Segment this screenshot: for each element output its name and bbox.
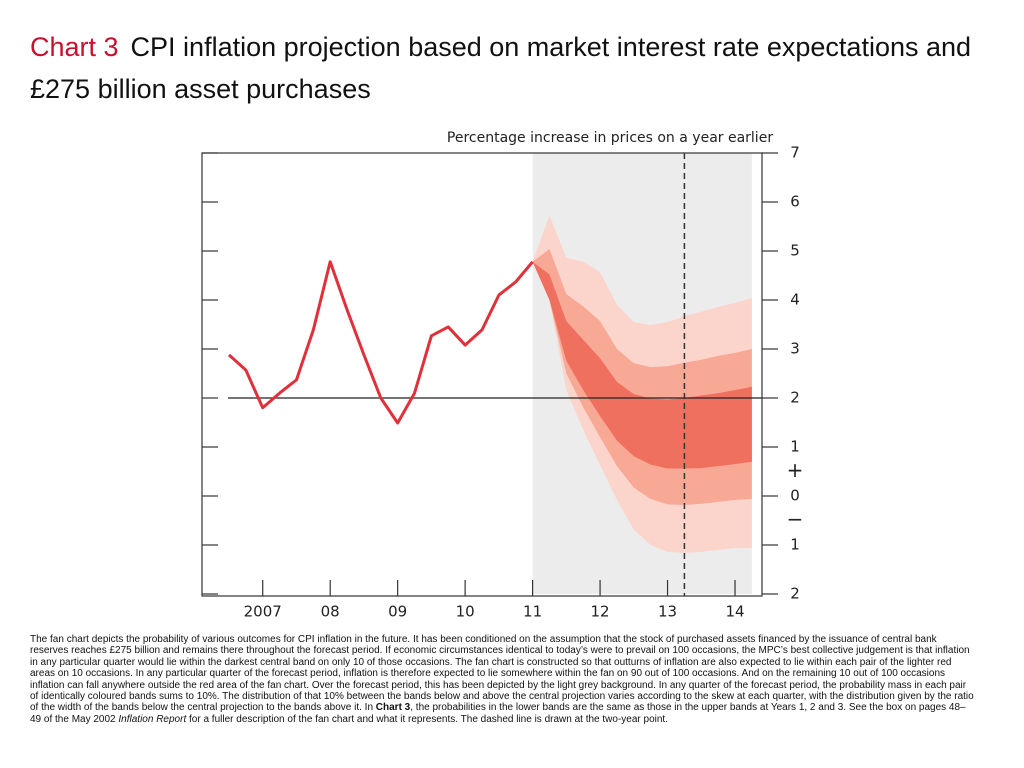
x-tick-label: 09 [388, 603, 407, 621]
x-tick-label: 14 [725, 603, 744, 621]
title-text: CPI inflation projection based on market… [30, 32, 972, 104]
x-tick-label: 10 [456, 603, 475, 621]
y-tick-label: 5 [790, 242, 800, 260]
x-tick-label: 2007 [244, 603, 282, 621]
sign-label: + [787, 458, 804, 482]
plot-frame [201, 152, 763, 597]
y-tick-label: 2 [790, 585, 800, 603]
note-bold: Chart 3 [375, 702, 411, 714]
x-tick-label: 11 [523, 603, 542, 621]
y-tick-label: 2 [790, 389, 800, 407]
chart: Percentage increase in prices on a year … [201, 130, 804, 621]
y-tick-label: 1 [790, 438, 800, 456]
y-tick-label: 0 [790, 487, 800, 505]
y-tick-label: 3 [790, 340, 800, 358]
note-text: , the probabilities in the lower bands a… [30, 702, 966, 725]
note-text: The fan chart depicts the probability of… [30, 634, 974, 714]
note-italic: Inflation Report [118, 713, 187, 725]
chart-title: Chart 3 CPI inflation projection based on… [30, 26, 1010, 110]
y-tick-label: 1 [790, 536, 800, 554]
y-axis-label: Percentage increase in prices on a year … [447, 130, 773, 146]
footnote: The fan chart depicts the probability of… [30, 634, 975, 725]
y-tick-label: 7 [790, 144, 800, 162]
fan-band [532, 261, 752, 469]
note-text: for a fuller description of the fan char… [186, 713, 668, 725]
x-tick-label: 13 [658, 603, 677, 621]
sign-label: − [787, 507, 804, 531]
x-tick-label: 08 [321, 603, 340, 621]
y-tick-label: 4 [790, 291, 800, 309]
cpi-line [227, 260, 534, 425]
y-tick-label: 6 [790, 193, 800, 211]
chart-number: Chart 3 [30, 32, 119, 62]
x-tick-label: 12 [591, 603, 610, 621]
